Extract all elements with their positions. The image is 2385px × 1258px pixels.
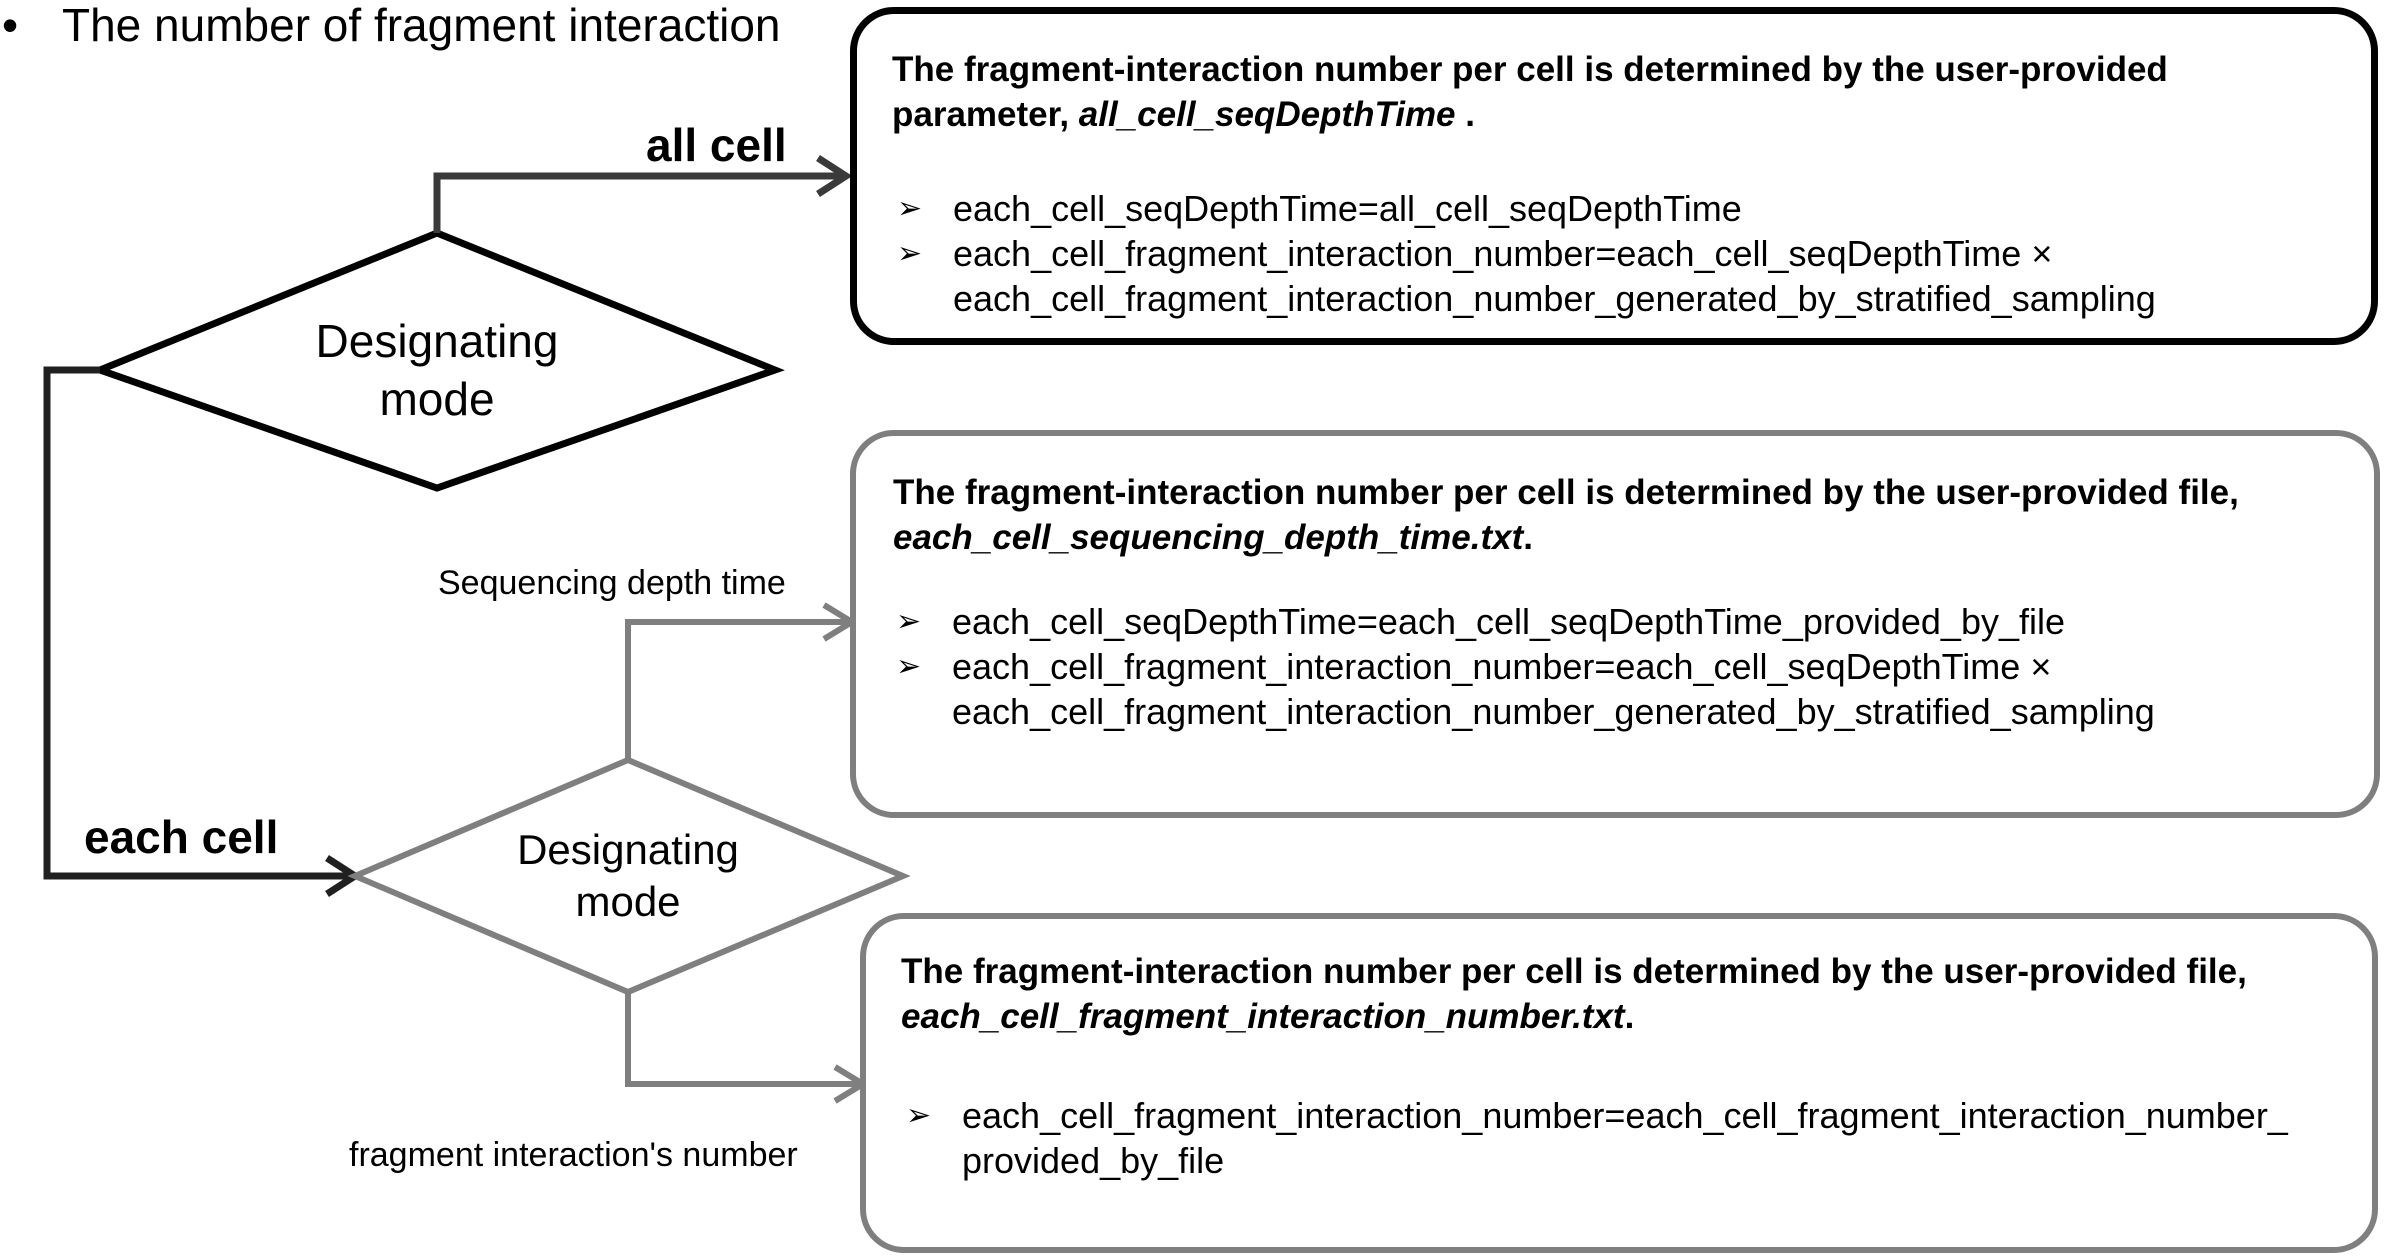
decision-bottom-label: Designating mode: [478, 824, 778, 928]
decision-bottom-line2: mode: [575, 878, 681, 925]
decision-top-line2: mode: [379, 373, 495, 425]
list-item-line: each_cell_fragment_interaction_number_ge…: [953, 278, 2156, 319]
box-all-cell-heading-suffix: .: [1455, 95, 1475, 134]
box-all-cell-heading-prefix: parameter,: [892, 95, 1079, 134]
box-seq-depth-heading: The fragment-interaction number per cell…: [893, 470, 2239, 560]
page-title: • The number of fragment interaction: [0, 2, 780, 48]
list-item: ➢ each_cell_fragment_interaction_number=…: [896, 644, 2155, 734]
list-item: ➢ each_cell_seqDepthTime=all_cell_seqDep…: [897, 186, 2156, 231]
box-fragment-number-heading-line2: each_cell_fragment_interaction_number.tx…: [901, 994, 2247, 1039]
box-all-cell-list: ➢ each_cell_seqDepthTime=all_cell_seqDep…: [897, 186, 2156, 321]
list-item-line: each_cell_seqDepthTime=each_cell_seqDept…: [952, 601, 2066, 642]
connector-all-cell: [433, 172, 843, 233]
box-sequencing-depth-time: The fragment-interaction number per cell…: [850, 430, 2380, 818]
list-item-line: each_cell_fragment_interaction_number=ea…: [962, 1095, 2288, 1136]
list-item-line: each_cell_fragment_interaction_number=ea…: [952, 646, 2052, 687]
box-fragment-number-heading-suffix: .: [1624, 997, 1635, 1036]
box-fragment-number-file-name: each_cell_fragment_interaction_number.tx…: [901, 997, 1625, 1036]
arrow-bullet-icon: ➢: [896, 650, 922, 683]
decision-diamond-top: [90, 229, 785, 492]
list-item-line: each_cell_fragment_interaction_number_ge…: [952, 691, 2155, 732]
arrow-bullet-icon: ➢: [906, 1099, 932, 1132]
box-seq-depth-heading-line1: The fragment-interaction number per cell…: [893, 473, 2239, 512]
box-all-cell: The fragment-interaction number per cell…: [850, 7, 2378, 345]
edge-label-each-cell: each cell: [84, 811, 279, 863]
arrow-bullet-icon: ➢: [896, 605, 922, 638]
list-item: ➢ each_cell_seqDepthTime=each_cell_seqDe…: [896, 599, 2155, 644]
box-fragment-number: The fragment-interaction number per cell…: [860, 913, 2378, 1253]
box-seq-depth-list: ➢ each_cell_seqDepthTime=each_cell_seqDe…: [896, 599, 2155, 734]
box-fragment-number-heading: The fragment-interaction number per cell…: [901, 949, 2247, 1039]
box-all-cell-heading-line2: parameter, all_cell_seqDepthTime .: [892, 92, 2168, 137]
connector-fragment-number: [625, 992, 860, 1087]
box-all-cell-parameter-name: all_cell_seqDepthTime: [1078, 95, 1456, 134]
box-all-cell-heading-line1: The fragment-interaction number per cell…: [892, 50, 2168, 89]
connector-sequencing-depth-time: [625, 619, 849, 760]
edge-label-all-cell: all cell: [646, 119, 787, 171]
box-fragment-number-heading-line1: The fragment-interaction number per cell…: [901, 952, 2247, 991]
decision-bottom-line1: Designating: [517, 826, 739, 873]
list-item: ➢ each_cell_fragment_interaction_number=…: [906, 1093, 2288, 1183]
arrow-bullet-icon: ➢: [897, 192, 923, 225]
arrow-bullet-icon: ➢: [897, 237, 923, 270]
box-seq-depth-heading-suffix: .: [1523, 518, 1533, 557]
box-seq-depth-heading-line2: each_cell_sequencing_depth_time.txt.: [893, 515, 2239, 560]
decision-diamond-bottom: [347, 756, 911, 996]
arrowhead-all-cell: [816, 155, 853, 197]
connector-each-cell: [43, 366, 352, 880]
list-item-line: provided_by_file: [962, 1140, 1225, 1181]
list-item: ➢ each_cell_fragment_interaction_number=…: [897, 231, 2156, 321]
decision-top-label: Designating mode: [287, 312, 587, 428]
list-item-line: each_cell_fragment_interaction_number=ea…: [953, 233, 2053, 274]
box-seq-depth-file-name: each_cell_sequencing_depth_time.txt: [893, 518, 1524, 557]
bullet-dot: •: [2, 0, 19, 51]
list-item-line: each_cell_seqDepthTime=all_cell_seqDepth…: [953, 188, 1742, 229]
edge-label-sequencing-depth-time: Sequencing depth time: [438, 564, 786, 602]
page-title-text: The number of fragment interaction: [62, 0, 781, 51]
decision-top-line1: Designating: [315, 315, 559, 367]
box-fragment-number-list: ➢ each_cell_fragment_interaction_number=…: [906, 1093, 2288, 1183]
box-all-cell-heading: The fragment-interaction number per cell…: [892, 47, 2168, 137]
edge-label-fragment-number: fragment interaction's number: [349, 1136, 798, 1174]
